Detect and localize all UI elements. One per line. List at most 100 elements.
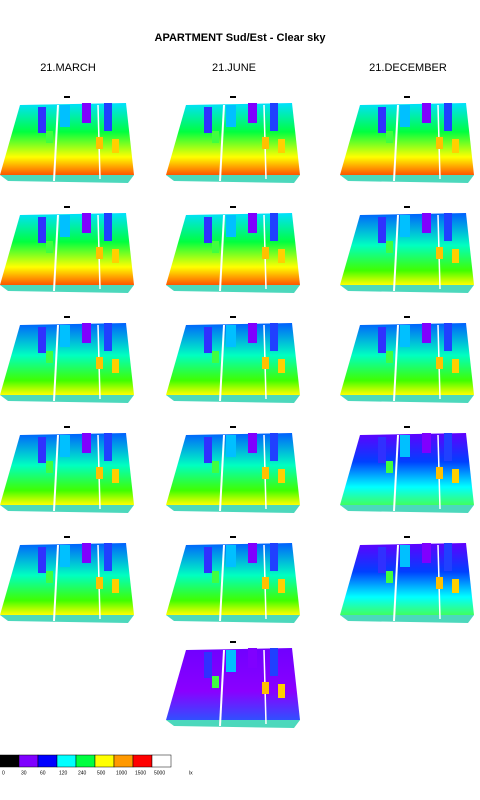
room-rendering xyxy=(0,316,134,403)
wall-panel xyxy=(96,577,103,589)
floor xyxy=(0,213,134,285)
wall-edge xyxy=(219,544,225,622)
marker xyxy=(404,316,410,318)
marker xyxy=(404,536,410,538)
wall-panel xyxy=(46,571,53,583)
legend-swatch xyxy=(18,754,39,768)
room-rendering xyxy=(340,96,474,183)
wall-edge xyxy=(393,214,399,292)
column-header: 21.DECEMBER xyxy=(369,62,447,74)
wall-panel xyxy=(46,241,53,253)
wall-panel xyxy=(82,323,91,343)
wall-panel xyxy=(60,215,70,237)
marker xyxy=(64,426,70,428)
wall-panel xyxy=(278,684,285,698)
wall-panel xyxy=(262,137,269,149)
legend-label: 120 xyxy=(59,770,68,776)
wall-panel xyxy=(378,107,386,133)
legend-swatch xyxy=(151,754,172,768)
wall-panel xyxy=(112,249,119,263)
wall-panel xyxy=(270,433,278,461)
floor xyxy=(0,433,134,505)
floor xyxy=(166,323,300,395)
marker xyxy=(64,96,70,98)
legend-unit: lx xyxy=(189,770,193,776)
column-header: 21.JUNE xyxy=(212,62,256,74)
floor-shade xyxy=(0,505,134,513)
wall-panel xyxy=(378,327,386,353)
room-rendering xyxy=(166,96,300,183)
floor-shade xyxy=(340,395,474,403)
marker xyxy=(230,426,236,428)
floor-shade xyxy=(340,285,474,293)
wall-panel xyxy=(278,579,285,593)
wall-panel xyxy=(452,359,459,373)
wall-panel xyxy=(400,105,410,127)
marker xyxy=(64,206,70,208)
room-rendering xyxy=(166,426,300,513)
wall-panel xyxy=(422,323,431,343)
wall-panel xyxy=(270,213,278,241)
wall-panel xyxy=(96,467,103,479)
wall-panel xyxy=(452,579,459,593)
legend-label: 30 xyxy=(21,770,27,776)
room-rendering xyxy=(166,641,300,728)
legend-swatch xyxy=(37,754,58,768)
marker xyxy=(404,426,410,428)
marker xyxy=(230,316,236,318)
wall-panel xyxy=(270,323,278,351)
wall-panel xyxy=(112,579,119,593)
wall-panel xyxy=(444,433,452,461)
floor-shade xyxy=(0,175,134,183)
wall-panel xyxy=(436,137,443,149)
floor-shade xyxy=(0,395,134,403)
wall-panel xyxy=(452,139,459,153)
legend-label: 0 xyxy=(2,770,5,776)
wall-edge xyxy=(219,324,225,402)
wall-panel xyxy=(262,467,269,479)
marker xyxy=(64,536,70,538)
floor-shade xyxy=(166,720,300,728)
floor xyxy=(0,103,134,175)
wall-panel xyxy=(248,213,257,233)
wall-panel xyxy=(46,461,53,473)
wall-panel xyxy=(104,103,112,131)
wall-panel xyxy=(226,325,236,347)
legend: 0 30 60 120 240 500 1000 1500 5000 lx xyxy=(0,754,193,776)
wall-panel xyxy=(96,247,103,259)
floor xyxy=(340,323,474,395)
wall-panel xyxy=(226,215,236,237)
floor xyxy=(340,543,474,615)
wall-panel xyxy=(104,323,112,351)
wall-panel xyxy=(422,213,431,233)
wall-edge xyxy=(53,104,59,182)
wall-panel xyxy=(226,105,236,127)
wall-panel xyxy=(278,469,285,483)
legend-swatch xyxy=(113,754,134,768)
wall-panel xyxy=(204,547,212,573)
wall-panel xyxy=(104,213,112,241)
wall-panel xyxy=(96,137,103,149)
marker xyxy=(230,536,236,538)
wall-panel xyxy=(378,547,386,573)
wall-panel xyxy=(444,323,452,351)
wall-edge xyxy=(53,214,59,292)
wall-panel xyxy=(400,435,410,457)
wall-panel xyxy=(400,545,410,567)
wall-panel xyxy=(104,433,112,461)
wall-panel xyxy=(226,650,236,672)
marker xyxy=(64,316,70,318)
wall-panel xyxy=(270,103,278,131)
floor xyxy=(166,103,300,175)
wall-panel xyxy=(212,241,219,253)
legend-label: 60 xyxy=(40,770,46,776)
wall-panel xyxy=(378,217,386,243)
wall-panel xyxy=(248,433,257,453)
wall-panel xyxy=(38,107,46,133)
legend-label: 500 xyxy=(97,770,106,776)
wall-panel xyxy=(400,325,410,347)
floor xyxy=(166,433,300,505)
legend-label: 1000 xyxy=(116,770,127,776)
wall-panel xyxy=(278,139,285,153)
